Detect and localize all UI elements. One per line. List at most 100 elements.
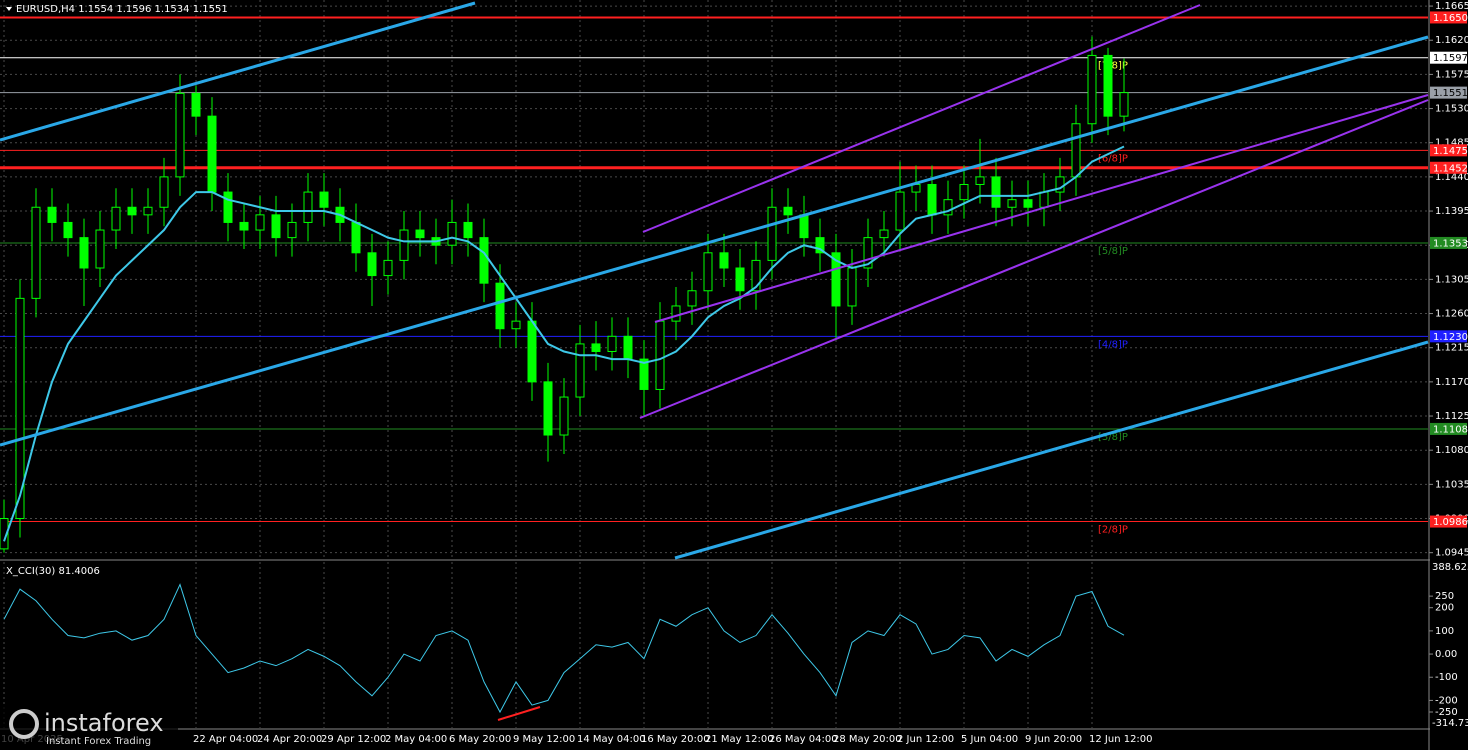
candle-body <box>527 320 537 383</box>
candle-body <box>0 518 9 550</box>
candle-body <box>1039 191 1049 208</box>
candle-body <box>255 214 265 231</box>
candle-body <box>111 206 121 231</box>
tagline: Instant Forex Trading <box>46 736 151 747</box>
candle-body <box>143 206 153 216</box>
y-tick-label: 1.1485 <box>1435 138 1468 149</box>
candle-body <box>783 206 793 216</box>
x-tick-label: 29 Apr 12:00 <box>321 734 386 745</box>
candle-body <box>1023 199 1033 208</box>
candle-body <box>607 335 617 353</box>
candle-body <box>847 267 857 307</box>
candle-body <box>239 221 249 231</box>
x-tick-label: 26 May 04:00 <box>769 734 838 745</box>
murray-label: [3/8]P <box>1098 432 1128 443</box>
candle-body <box>463 221 473 239</box>
x-tick-label: 21 May 12:00 <box>705 734 774 745</box>
level-box <box>1430 161 1467 174</box>
candle-body <box>399 229 409 261</box>
x-tick-label: 9 Jun 20:00 <box>1025 734 1082 745</box>
candle-body <box>511 320 521 330</box>
candle-body <box>127 206 137 216</box>
candle-body <box>639 358 649 390</box>
candle-body <box>767 206 777 261</box>
candle-body <box>959 183 969 201</box>
candle-body <box>175 92 185 178</box>
x-tick-label: 22 Apr 04:00 <box>193 734 258 745</box>
trend-line <box>674 340 1429 560</box>
level-box <box>1430 11 1467 24</box>
chart-title: EURUSD,H4 1.1554 1.1596 1.1534 1.1551 <box>16 4 228 15</box>
murray-label: [4/8]P <box>1098 339 1128 350</box>
channel-lines <box>639 4 1429 419</box>
level-label: 1.1230 <box>1433 332 1468 343</box>
x-tick-label: 2 May 04:00 <box>385 734 447 745</box>
level-box <box>1430 236 1467 249</box>
candle-body <box>879 229 889 239</box>
level-label: 1.1650 <box>1433 13 1468 24</box>
candle-body <box>271 214 281 239</box>
cci-line <box>3 583 1125 714</box>
channel-line <box>642 4 1201 233</box>
level-label: 1.1452 <box>1433 163 1468 174</box>
candle-body <box>63 221 73 239</box>
candle-body <box>479 237 489 284</box>
candle-body <box>207 115 217 193</box>
y-tick-label: 1.1125 <box>1435 411 1468 422</box>
moving-average <box>3 145 1125 542</box>
grid <box>0 0 1428 728</box>
murray-label: [6/8]P <box>1098 153 1128 164</box>
candle-body <box>719 252 729 269</box>
candle-body <box>591 343 601 353</box>
candle-body <box>79 237 89 269</box>
x-tick-label: 2 Jun 12:00 <box>897 734 954 745</box>
y-tick-label: 1.1575 <box>1435 69 1468 80</box>
candle-body <box>943 199 953 216</box>
candle-body <box>319 191 329 208</box>
candle-body <box>495 282 505 330</box>
candle-body <box>15 297 25 520</box>
candle-body <box>303 191 313 223</box>
candle-body <box>735 267 745 292</box>
candle-body <box>159 176 169 208</box>
x-tick-label: 16 May 20:00 <box>641 734 710 745</box>
y-tick-label: 1.0945 <box>1435 548 1468 559</box>
x-tick-label: 5 Jun 04:00 <box>961 734 1018 745</box>
trend-line <box>0 1 476 142</box>
candle-body <box>1007 199 1017 208</box>
y-tick-label: 1.1260 <box>1435 309 1468 320</box>
candle-body <box>1071 123 1081 178</box>
candle-body <box>703 252 713 292</box>
y-limit-label: -314.734 <box>1432 718 1468 729</box>
candle-body <box>415 229 425 239</box>
level-label: 1.1551 <box>1433 88 1468 99</box>
channel-line <box>654 94 1429 323</box>
murray-label: [5/8]P <box>1098 246 1128 257</box>
candle-body <box>1103 54 1113 117</box>
y-tick-label: 1.1530 <box>1435 104 1468 115</box>
candle-body <box>687 290 697 307</box>
level-label: 1.0986 <box>1433 517 1468 528</box>
y-limit-label: 388.625 <box>1432 562 1468 573</box>
candle-body <box>575 343 585 398</box>
candle-body <box>815 237 825 254</box>
candle-body <box>191 92 201 117</box>
candle-body <box>47 206 57 223</box>
x-tick-label: 28 May 20:00 <box>833 734 902 745</box>
brand: instaforex <box>44 709 164 737</box>
trend-lines <box>0 1 1429 560</box>
candle-body <box>623 335 633 360</box>
candle-body <box>447 221 457 246</box>
candle-body <box>383 259 393 277</box>
level-box <box>1430 51 1467 64</box>
candle-body <box>1119 92 1129 117</box>
candle-body <box>863 237 873 269</box>
candle-body <box>975 176 985 185</box>
candle-body <box>991 176 1001 208</box>
candle-body <box>223 191 233 223</box>
menu-arrow[interactable] <box>6 7 12 11</box>
candle-body <box>799 214 809 239</box>
y-tick-label: 1.1215 <box>1435 343 1468 354</box>
